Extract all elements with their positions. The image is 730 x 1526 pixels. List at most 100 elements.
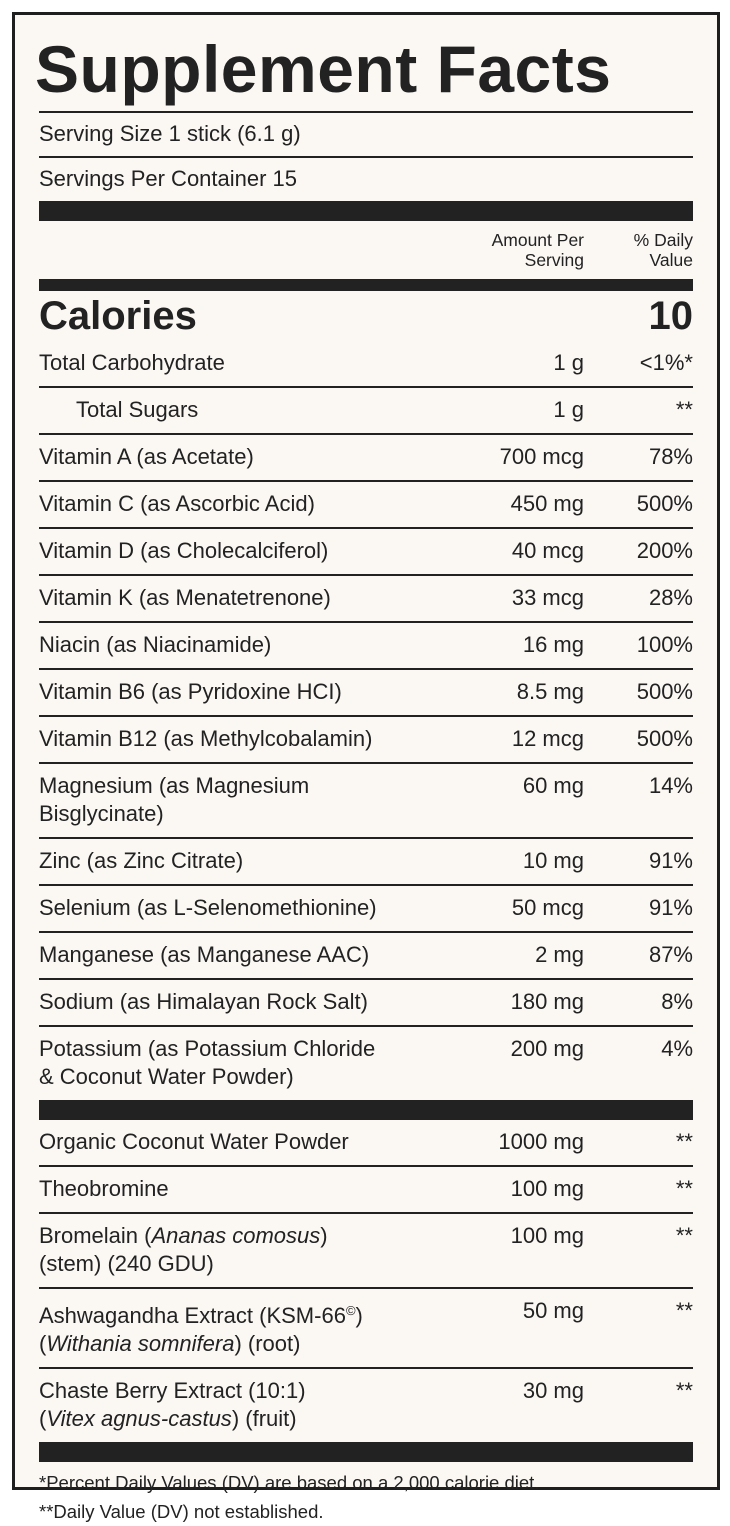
name-part: ) ( (39, 1303, 363, 1356)
amount: 10 mg (522, 848, 584, 873)
amount: 1 g (553, 397, 584, 422)
daily-value: 500% (636, 491, 693, 516)
ingredient-name: Organic Coconut Water Powder (39, 1129, 349, 1154)
daily-value: 78% (648, 444, 693, 469)
ingredient-row: Vitamin B6 (as Pyridoxine HCI) 8.5 mg 500% (39, 668, 693, 715)
calories-row: Calories 10 (39, 291, 693, 341)
divider-bar (39, 1442, 693, 1462)
ingredient-name: Bromelain (Ananas comosus) (stem) (240 G… (39, 1222, 434, 1278)
ingredient-row: Vitamin C (as Ascorbic Acid) 450 mg 500% (39, 480, 693, 527)
amount: 40 mcg (511, 538, 584, 563)
ingredient-name: Vitamin K (as Menatetrenone) (39, 585, 331, 610)
ingredient-row: Vitamin D (as Cholecalciferol) 40 mcg 200% (39, 527, 693, 574)
ingredient-row: Magnesium (as Magnesium Bisglycinate) 60 … (39, 762, 693, 837)
daily-value: 200% (636, 538, 693, 563)
ingredient-row: Potassium (as Potassium Chloride & Cocon… (39, 1025, 693, 1100)
ingredient-row: Chaste Berry Extract (10:1) (Vitex agnus… (39, 1367, 693, 1442)
ingredient-row: Niacin (as Niacinamide) 16 mg 100% (39, 621, 693, 668)
divider-bar (39, 279, 693, 291)
footnotes: *Percent Daily Values (DV) are based on … (39, 1462, 693, 1526)
daily-value: ** (675, 1298, 693, 1323)
ingredient-name: Theobromine (39, 1176, 169, 1201)
amount: 50 mg (522, 1298, 584, 1323)
ingredient-row: Total Carbohydrate 1 g <1%* (39, 341, 693, 386)
amount: 50 mcg (511, 895, 584, 920)
ingredient-name: Vitamin B6 (as Pyridoxine HCI) (39, 679, 342, 704)
daily-value: 14% (648, 773, 693, 798)
daily-value: ** (675, 1223, 693, 1248)
ingredient-row: Selenium (as L-Selenomethionine) 50 mcg 91… (39, 884, 693, 931)
ingredient-name: Total Carbohydrate (39, 350, 225, 375)
amount: 450 mg (510, 491, 584, 516)
label-content: Supplement Facts Serving Size 1 stick (6… (35, 15, 693, 1526)
daily-value: 87% (648, 942, 693, 967)
nutrients: Total Carbohydrate 1 g <1%* Total Sugars 1 g… (39, 341, 693, 1100)
daily-value: ** (675, 1378, 693, 1403)
column-header: Amount Per Serving % Daily Value (39, 221, 693, 279)
ingredient-row: Total Sugars 1 g ** (39, 386, 693, 433)
daily-value: 91% (648, 895, 693, 920)
ingredient-row: Theobromine 100 mg ** (39, 1165, 693, 1212)
other-ingredients: Organic Coconut Water Powder 1000 mg ** The… (39, 1120, 693, 1442)
name-part: ) (fruit) (231, 1406, 297, 1431)
amount: 60 mg (522, 773, 584, 798)
ingredient-name: Niacin (as Niacinamide) (39, 632, 272, 657)
ingredient-row: Ashwagandha Extract (KSM-66©) (Withania … (39, 1287, 693, 1367)
ingredient-name: Vitamin A (as Acetate) (39, 444, 254, 469)
ingredient-name: Ashwagandha Extract (KSM-66©) (Withania … (39, 1297, 434, 1358)
amount: 100 mg (510, 1223, 584, 1248)
name-part: Withania somnifera (46, 1331, 235, 1356)
name-part: Vitex agnus-castus (46, 1406, 232, 1431)
divider-bar (39, 201, 693, 221)
ingredient-name: Manganese (as Manganese AAC) (39, 942, 370, 967)
ingredient-name: Vitamin B12 (as Methylcobalamin) (39, 726, 373, 751)
daily-value: 500% (636, 726, 693, 751)
footnote: **Daily Value (DV) not established. (39, 1501, 324, 1522)
amount: 180 mg (510, 989, 584, 1014)
ingredient-row: Vitamin B12 (as Methylcobalamin) 12 mcg 50… (39, 715, 693, 762)
ingredient-row: Sodium (as Himalayan Rock Salt) 180 mg 8% (39, 978, 693, 1025)
daily-value: 28% (648, 585, 693, 610)
ingredient-name: Sodium (as Himalayan Rock Salt) (39, 989, 368, 1014)
ingredient-name: Magnesium (as Magnesium Bisglycinate) (39, 773, 310, 826)
ingredient-row: Organic Coconut Water Powder 1000 mg ** (39, 1120, 693, 1165)
amount: 100 mg (510, 1176, 584, 1201)
ingredient-row: Vitamin K (as Menatetrenone) 33 mcg 28% (39, 574, 693, 621)
ingredient-row: Vitamin A (as Acetate) 700 mcg 78% (39, 433, 693, 480)
ingredient-name: Vitamin C (as Ascorbic Acid) (39, 491, 315, 516)
name-part: Chaste Berry Extract (10:1) ( (39, 1378, 306, 1431)
servings-per-container: Servings Per Container 15 (39, 156, 693, 201)
amount: 1 g (553, 350, 584, 375)
amount: 30 mg (522, 1378, 584, 1403)
name-part: ) (root) (234, 1331, 301, 1356)
amount: 200 mg (510, 1036, 584, 1061)
daily-value: ** (675, 1129, 693, 1154)
ingredient-row: Bromelain (Ananas comosus) (stem) (240 G… (39, 1212, 693, 1287)
daily-value: 8% (661, 989, 693, 1014)
ingredient-row: Zinc (as Zinc Citrate) 10 mg 91% (39, 837, 693, 884)
amount: 700 mcg (499, 444, 584, 469)
daily-value: 91% (648, 848, 693, 873)
ingredient-name: Zinc (as Zinc Citrate) (39, 848, 244, 873)
daily-value: <1%* (639, 350, 693, 375)
amount-header: Amount Per Serving (491, 230, 584, 270)
name-part: ) (stem) (240 GDU) (39, 1223, 328, 1276)
ingredient-name: Selenium (as L-Selenomethionine) (39, 895, 377, 920)
calories-value: 10 (648, 294, 694, 338)
divider-bar (39, 1100, 693, 1120)
name-part: Ananas comosus (151, 1223, 321, 1248)
name-part: Ashwagandha Extract (KSM-66 (39, 1303, 346, 1328)
amount: 2 mg (535, 942, 584, 967)
name-part: © (345, 1303, 356, 1318)
amount: 12 mcg (511, 726, 584, 751)
amount: 1000 mg (498, 1129, 584, 1154)
amount: 16 mg (522, 632, 584, 657)
ingredient-name: Chaste Berry Extract (10:1) (Vitex agnus… (39, 1377, 434, 1433)
daily-value: ** (675, 1176, 693, 1201)
amount: 8.5 mg (516, 679, 584, 704)
name-part: Bromelain ( (39, 1223, 152, 1248)
title: Supplement Facts (35, 32, 612, 106)
daily-value: ** (675, 397, 693, 422)
daily-value: 4% (661, 1036, 693, 1061)
